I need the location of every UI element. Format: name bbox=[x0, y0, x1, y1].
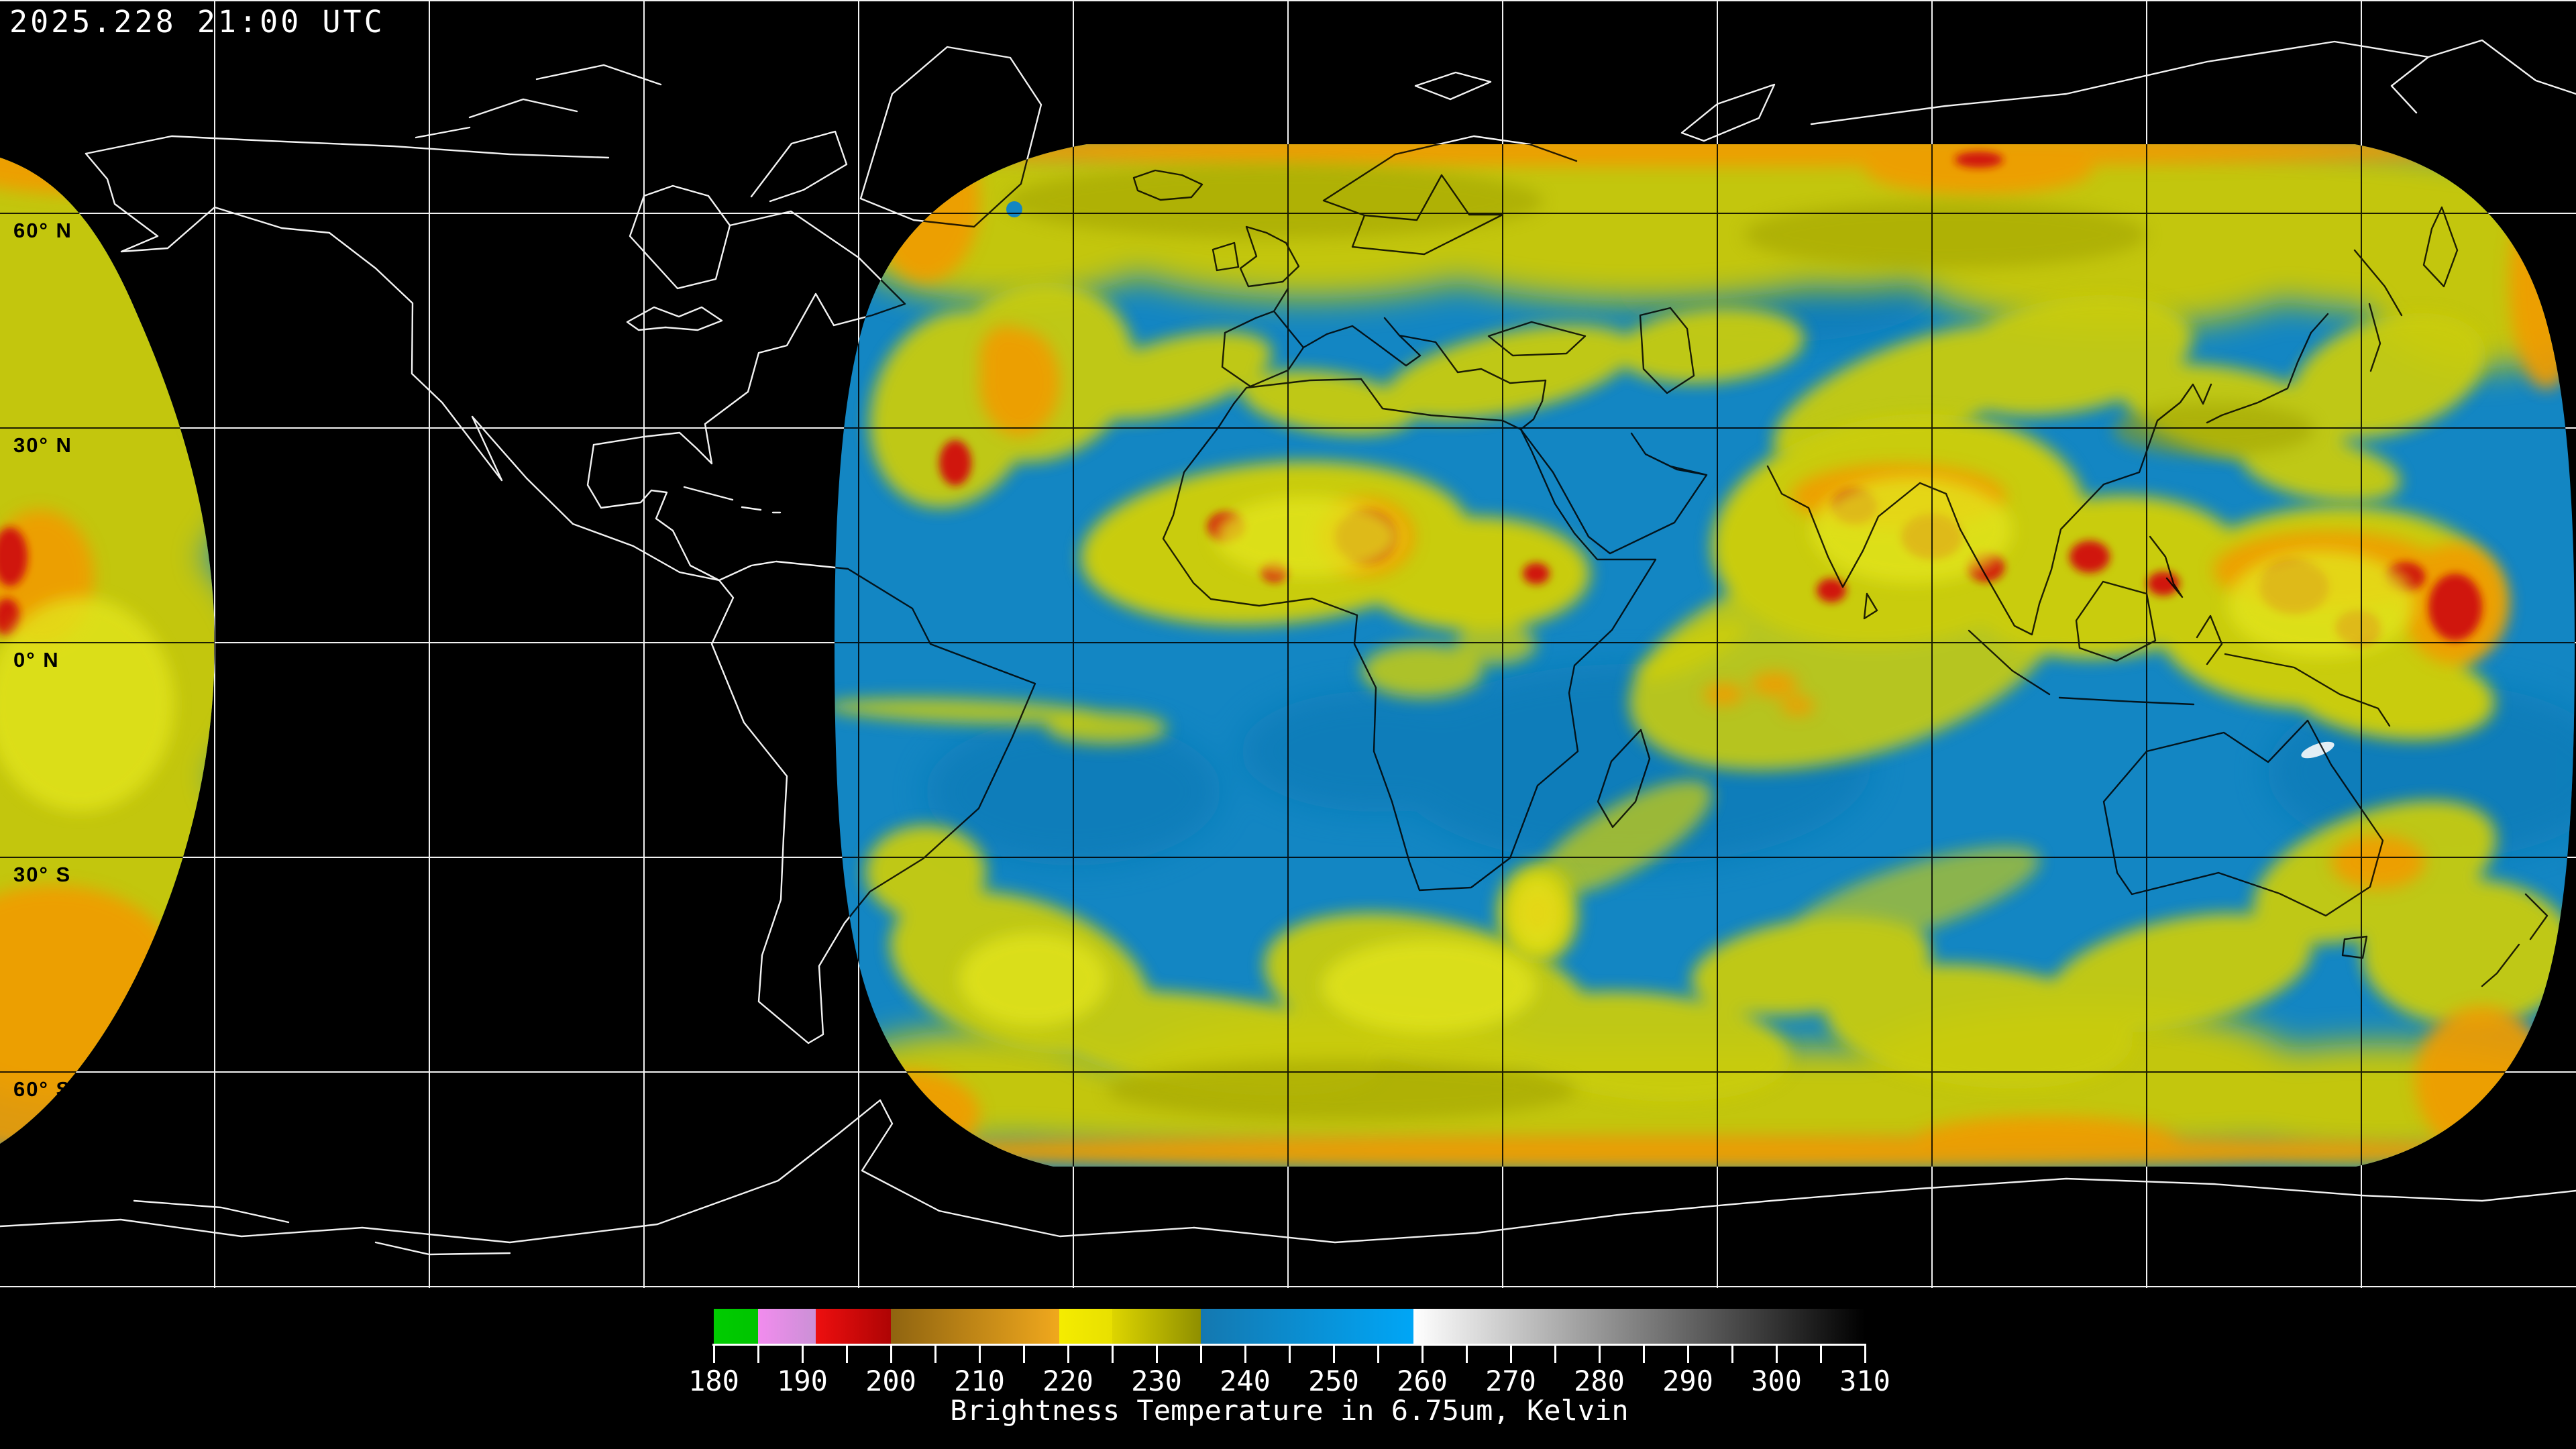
lat-label-0n: 0° N bbox=[13, 648, 60, 672]
lat-label-60s: 60° S bbox=[13, 1077, 72, 1101]
timestamp: 2025.228 21:00 UTC bbox=[9, 4, 385, 40]
lat-label-30n: 30° N bbox=[13, 433, 72, 457]
data-swath-imagery bbox=[0, 144, 2575, 1167]
lat-label-60n: 60° N bbox=[13, 219, 72, 242]
lat-label-30s: 30° S bbox=[13, 863, 72, 886]
